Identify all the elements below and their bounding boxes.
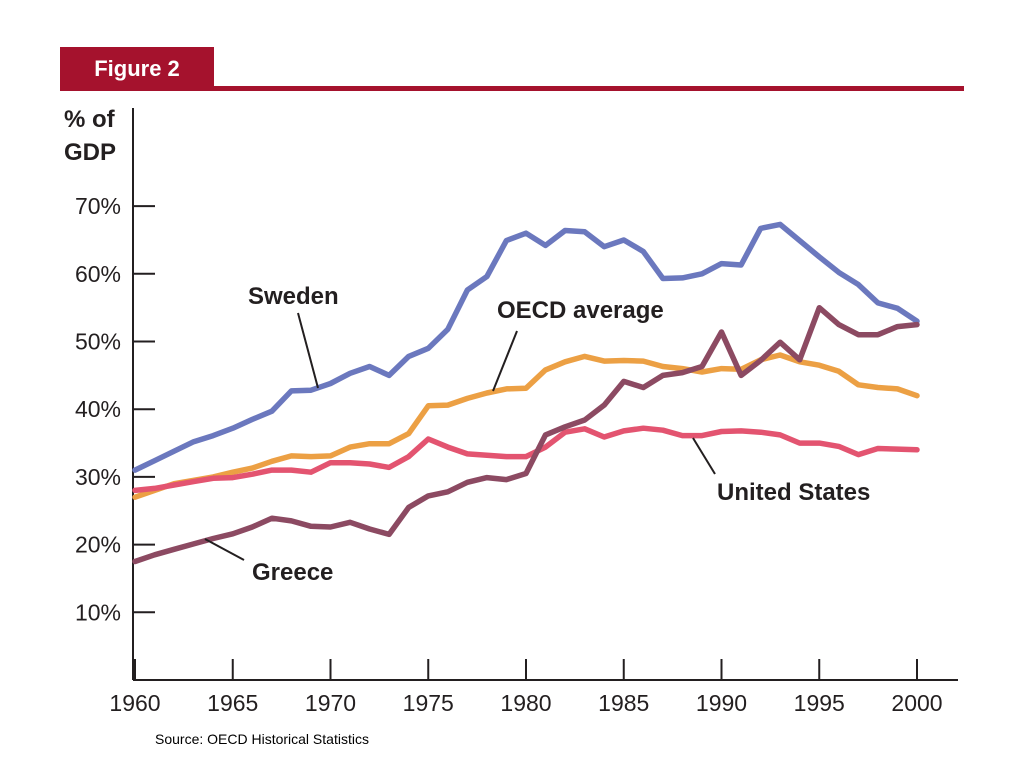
- y-axis-label-line-2: GDP: [64, 139, 116, 166]
- x-tick-label: 1995: [794, 690, 845, 716]
- annotation-label-united-states: United States: [717, 479, 870, 506]
- y-tick-label: 10%: [75, 599, 121, 625]
- annotation-label-sweden: Sweden: [248, 283, 339, 310]
- annotation-leader-oecd-average: [492, 330, 518, 392]
- y-tick-label: 20%: [75, 532, 121, 558]
- title-rule: [60, 86, 964, 91]
- x-tick-label: 1965: [207, 690, 258, 716]
- axes: 10% 20% 30% 40% 50% 60% 70% 1960 1965 1970 1975 198…: [75, 108, 958, 716]
- x-tick-label: 1980: [500, 690, 551, 716]
- y-tick-label: 70%: [75, 193, 121, 219]
- x-tick-label: 1970: [305, 690, 356, 716]
- annotation-leader-greece: [204, 538, 245, 561]
- x-tick-label: 1975: [403, 690, 454, 716]
- series-lines: [132, 221, 920, 565]
- annotations: Sweden OECD average United States Greece: [204, 283, 870, 586]
- y-axis-label-line-1: % of: [64, 106, 116, 133]
- annotation-label-greece: Greece: [252, 559, 333, 586]
- y-tick-label: 60%: [75, 261, 121, 287]
- series-line-greece: [132, 304, 920, 565]
- y-tick-label: 50%: [75, 329, 121, 355]
- y-tick-label: 40%: [75, 396, 121, 422]
- figure-label: Figure 2: [60, 47, 214, 89]
- annotation-leader-united-states: [692, 437, 716, 475]
- y-tick-label: 30%: [75, 464, 121, 490]
- x-tick-label: 1960: [109, 690, 160, 716]
- x-tick-label: 1985: [598, 690, 649, 716]
- annotation-leader-sweden: [297, 312, 319, 389]
- series-line-oecd-average: [132, 352, 920, 500]
- annotation-label-oecd-average: OECD average: [497, 297, 664, 324]
- line-chart: 10% 20% 30% 40% 50% 60% 70% 1960 1965 1970 1975 198…: [64, 106, 958, 716]
- series-line-sweden: [132, 221, 920, 473]
- series-line-united-states: [132, 425, 920, 494]
- source-note: Source: OECD Historical Statistics: [155, 731, 369, 747]
- x-tick-label: 2000: [891, 690, 942, 716]
- x-tick-label: 1990: [696, 690, 747, 716]
